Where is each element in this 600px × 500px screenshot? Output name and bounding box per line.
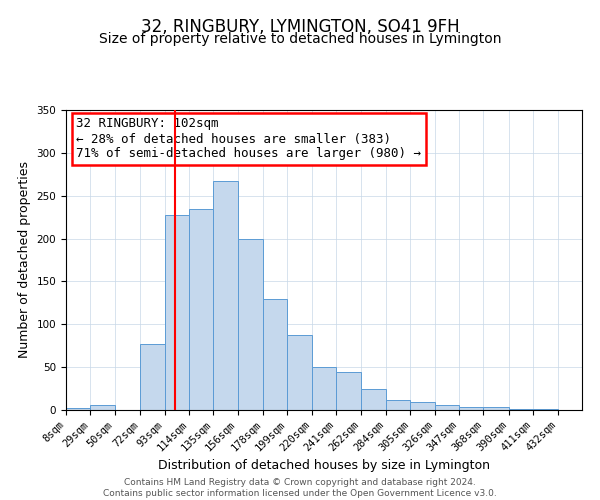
Bar [312,367,336,410]
Bar [164,214,189,410]
Bar [361,388,386,410]
Bar [189,208,213,410]
Y-axis label: Number of detached properties: Number of detached properties [18,162,31,358]
Bar [509,409,533,410]
Text: 32 RINGBURY: 102sqm
← 28% of detached houses are smaller (383)
71% of semi-detac: 32 RINGBURY: 102sqm ← 28% of detached ho… [76,118,421,160]
Bar [238,240,263,410]
Bar [410,402,435,410]
Bar [336,372,361,410]
Text: Contains HM Land Registry data © Crown copyright and database right 2024.
Contai: Contains HM Land Registry data © Crown c… [103,478,497,498]
Bar [263,298,287,410]
Bar [435,405,459,410]
Bar [66,408,91,410]
Bar [140,344,164,410]
Bar [386,400,410,410]
Bar [459,406,484,410]
Bar [213,181,238,410]
Text: 32, RINGBURY, LYMINGTON, SO41 9FH: 32, RINGBURY, LYMINGTON, SO41 9FH [140,18,460,36]
Bar [287,336,312,410]
Bar [533,409,557,410]
Bar [91,405,115,410]
X-axis label: Distribution of detached houses by size in Lymington: Distribution of detached houses by size … [158,459,490,472]
Text: Size of property relative to detached houses in Lymington: Size of property relative to detached ho… [99,32,501,46]
Bar [484,408,509,410]
